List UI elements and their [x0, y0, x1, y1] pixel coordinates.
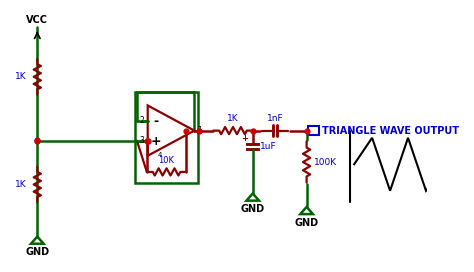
- Text: 4: 4: [158, 152, 163, 158]
- Text: 3: 3: [139, 136, 144, 145]
- Text: 1: 1: [197, 126, 202, 135]
- Text: 1K: 1K: [15, 180, 27, 189]
- Text: GND: GND: [241, 204, 265, 214]
- Text: 1uF: 1uF: [260, 142, 276, 151]
- Text: +: +: [150, 135, 161, 148]
- Text: GND: GND: [25, 247, 49, 257]
- Text: VCC: VCC: [26, 15, 48, 25]
- Text: 1K: 1K: [227, 113, 239, 122]
- Text: 2: 2: [139, 116, 144, 125]
- Text: GND: GND: [294, 218, 319, 228]
- Text: 10K: 10K: [159, 156, 174, 165]
- Text: 1nF: 1nF: [267, 113, 283, 122]
- Text: +: +: [241, 134, 248, 143]
- Bar: [135, 92, 198, 183]
- Text: 100K: 100K: [314, 157, 337, 166]
- Text: TRIANGLE WAVE OUTPUT: TRIANGLE WAVE OUTPUT: [322, 126, 459, 136]
- Text: 1K: 1K: [15, 72, 27, 81]
- Text: -: -: [153, 115, 158, 128]
- Bar: [309, 126, 319, 135]
